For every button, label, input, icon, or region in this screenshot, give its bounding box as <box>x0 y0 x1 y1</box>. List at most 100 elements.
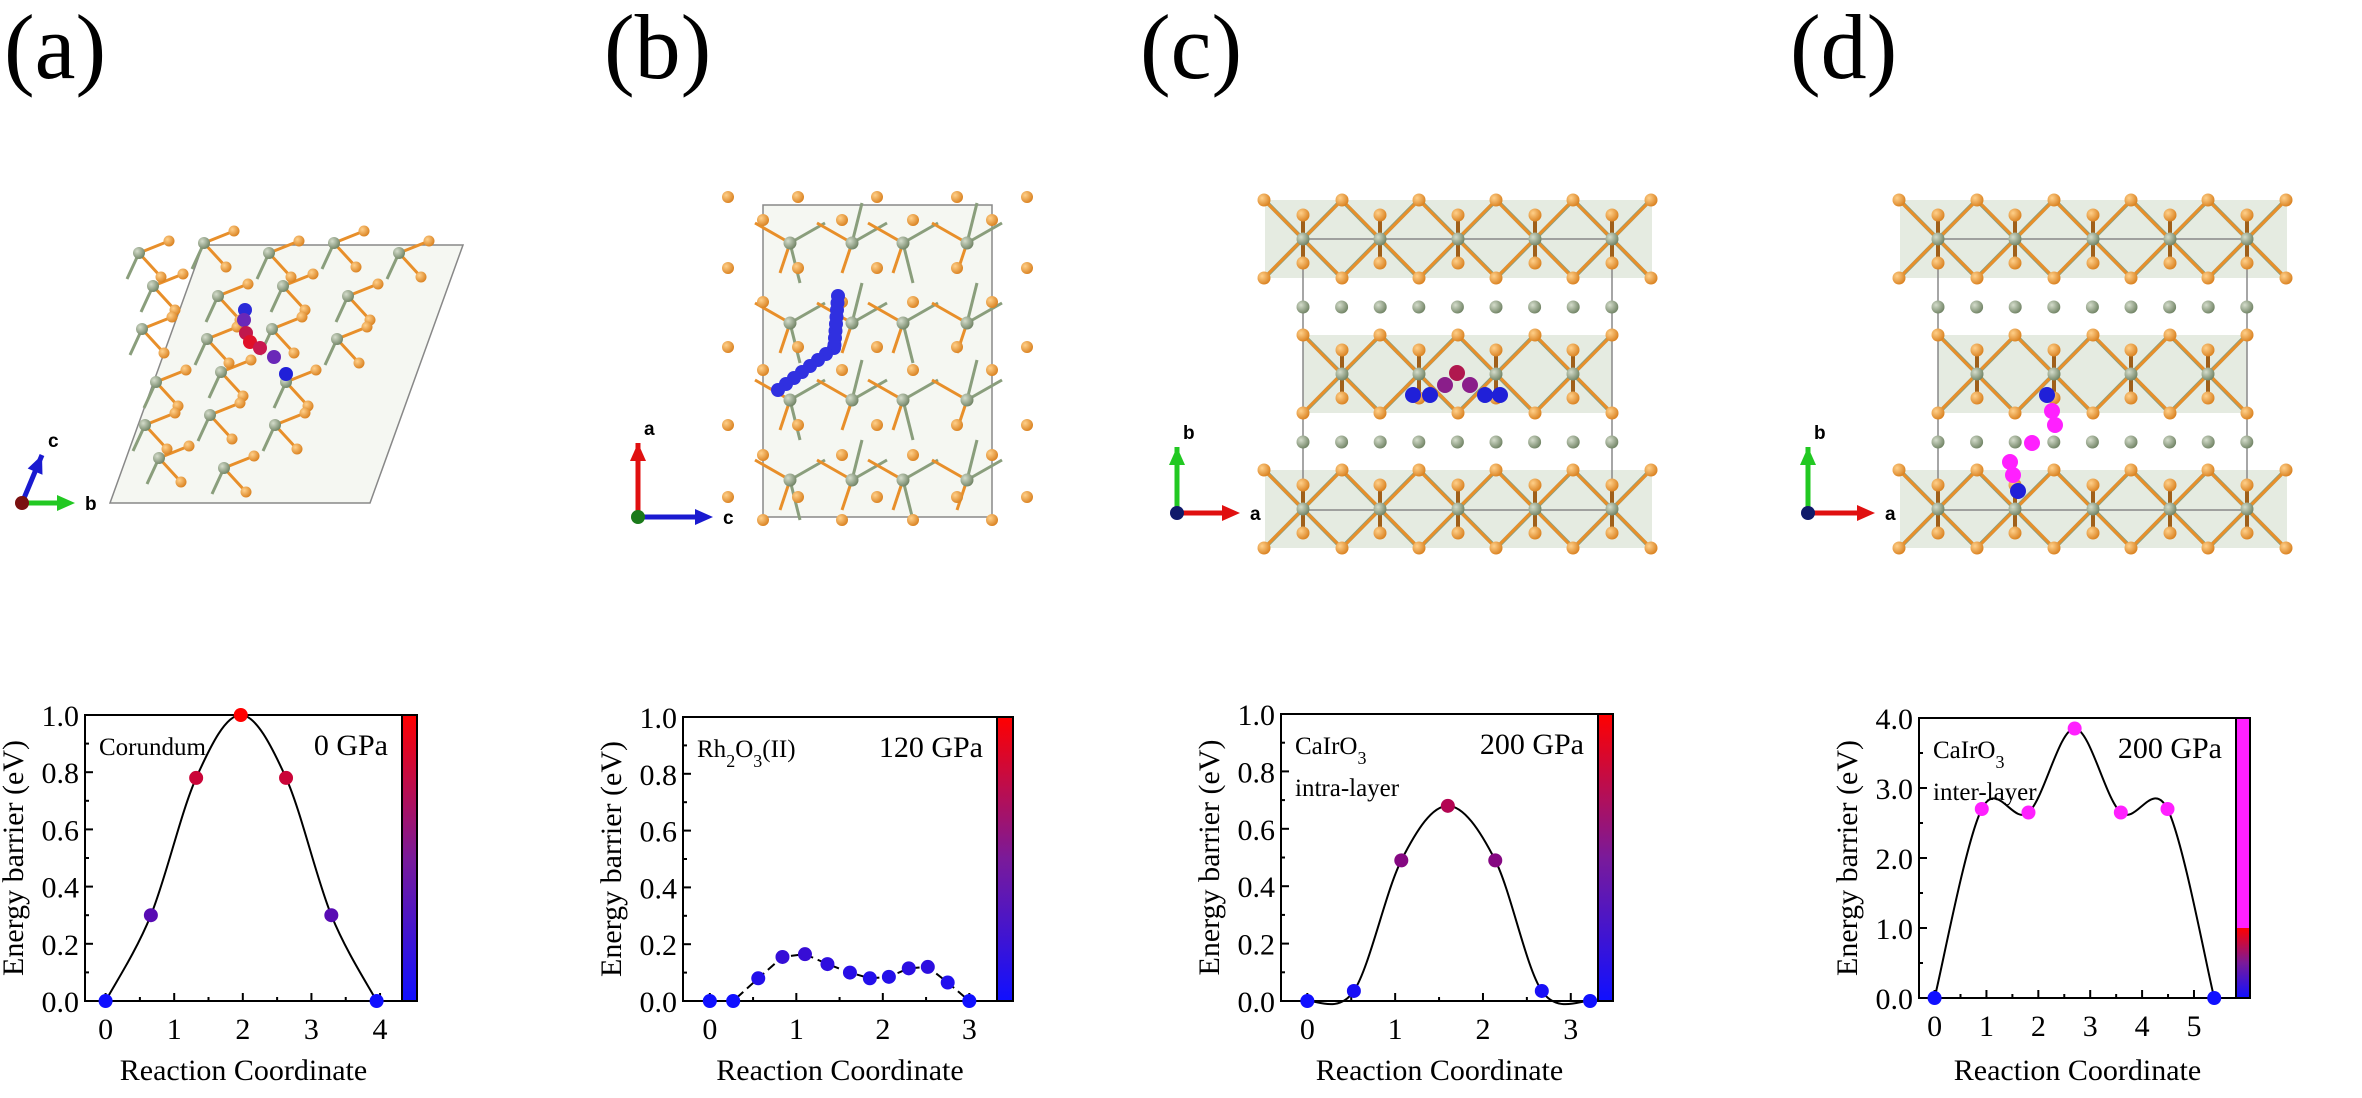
oxygen-atom <box>161 443 173 455</box>
calcium-atom <box>2240 300 2254 314</box>
bond-O <box>1936 507 1979 550</box>
colorbar-gradient <box>997 717 1013 1001</box>
colorbar-gradient <box>1598 714 1613 1001</box>
oxygen-atom <box>1021 419 1033 431</box>
oxygen-atom <box>1566 193 1580 207</box>
oxygen-atom <box>757 296 769 308</box>
oxygen-atom <box>1412 271 1426 285</box>
bond-O <box>1456 507 1498 550</box>
oxygen-atom <box>792 419 804 431</box>
bond-M-O <box>789 301 826 325</box>
bond-O <box>1897 237 1940 280</box>
oxygen-atom <box>1296 328 1310 342</box>
cation-atom <box>845 473 859 487</box>
oxygen-atom <box>223 357 235 369</box>
data-point <box>2067 721 2082 736</box>
bond-O <box>1379 237 1421 280</box>
bond-O <box>1533 333 1575 376</box>
axis-arrowhead-horizontal <box>695 509 713 525</box>
oxygen-atom <box>1451 406 1465 420</box>
oxygen-atom <box>907 296 919 308</box>
oxygen-atom <box>1970 271 1984 285</box>
migrating-ion <box>2005 467 2021 483</box>
cation-atom <box>204 409 216 421</box>
oxygen-atom <box>2008 526 2022 540</box>
material-label: Corundum <box>99 734 207 761</box>
bond-M-O <box>867 458 904 482</box>
oxygen-atom <box>2201 541 2215 555</box>
oxygen-atom <box>1566 391 1580 405</box>
bond-O <box>1533 198 1575 241</box>
oxygen-atom <box>2201 463 2215 477</box>
migrating-ion <box>771 383 785 397</box>
oxygen-atom <box>951 262 963 274</box>
oxygen-atom <box>2201 391 2215 405</box>
oxygen-atom <box>1566 541 1580 555</box>
iridium-atom <box>1335 367 1349 381</box>
bond-O <box>1936 372 1978 415</box>
migrating-ion <box>253 341 267 355</box>
bond-O <box>2206 468 2249 511</box>
bond-O <box>1417 468 1459 511</box>
migrating-ion <box>2010 483 2026 499</box>
iridium-atom <box>1931 232 1945 246</box>
cation-atom <box>783 316 797 330</box>
oxygen-atom <box>986 296 998 308</box>
bond-O <box>1417 198 1459 241</box>
cation-atom <box>147 280 159 292</box>
bond-M-O <box>851 301 888 325</box>
oxygen-atom <box>986 449 998 461</box>
bond-O <box>1936 198 1979 241</box>
bond-O <box>1571 198 1614 241</box>
material-label: Rh2O3(II) <box>697 736 796 771</box>
bond-O <box>2130 333 2172 376</box>
bond-O <box>1975 507 2017 550</box>
bond-O <box>1610 237 1653 280</box>
bond-O <box>2091 507 2133 550</box>
calcium-atom <box>2163 435 2177 449</box>
bond-O <box>2091 372 2133 415</box>
iridium-atom <box>1412 367 1426 381</box>
iridium-atom <box>1605 502 1619 516</box>
oxygen-atom <box>871 419 883 431</box>
bond-M-O <box>850 282 864 324</box>
cation-atom <box>896 236 910 250</box>
bond-O <box>1417 372 1460 415</box>
oxygen-atom <box>1373 208 1387 222</box>
bond-M-O <box>851 458 888 482</box>
oxygen-atom <box>871 191 883 203</box>
x-tick-label: 2 <box>1475 1013 1490 1046</box>
oxygen-atom <box>2163 406 2177 420</box>
calcium-atom <box>1970 435 1984 449</box>
data-point <box>940 975 955 990</box>
bond-O <box>2091 333 2133 376</box>
data-point <box>1927 991 1942 1005</box>
x-tick-label: 3 <box>1563 1013 1578 1046</box>
bond-O <box>2052 507 2094 550</box>
cation-atom <box>393 247 405 259</box>
bond-O <box>1936 237 1979 280</box>
oxygen-atom <box>836 364 848 376</box>
x-axis-label: Reaction Coordinate <box>1316 1054 1563 1087</box>
data-point <box>920 959 935 974</box>
bond-O <box>2206 507 2249 550</box>
oxygen-atom <box>951 191 963 203</box>
oxygen-atom <box>353 357 365 369</box>
y-tick-label: 0.0 <box>640 986 678 1019</box>
oxygen-atom <box>2240 208 2254 222</box>
oxygen-atom <box>180 364 192 376</box>
calcium-atom <box>1489 435 1503 449</box>
oxygen-atom <box>1451 478 1465 492</box>
panel-label-a: (a) <box>4 0 106 98</box>
iridium-atom <box>2240 232 2254 246</box>
axis-label-vertical: a <box>644 419 655 440</box>
migrating-ion <box>1462 377 1478 393</box>
calcium-atom <box>1450 300 1464 314</box>
oxygen-atom <box>2086 478 2100 492</box>
octahedra-layer <box>1938 335 2247 413</box>
x-tick-label: 2 <box>875 1013 890 1046</box>
bond-M-O <box>902 301 939 325</box>
oxygen-atom <box>2124 391 2138 405</box>
oxygen-atom <box>2008 328 2022 342</box>
oxygen-atom <box>1489 271 1503 285</box>
